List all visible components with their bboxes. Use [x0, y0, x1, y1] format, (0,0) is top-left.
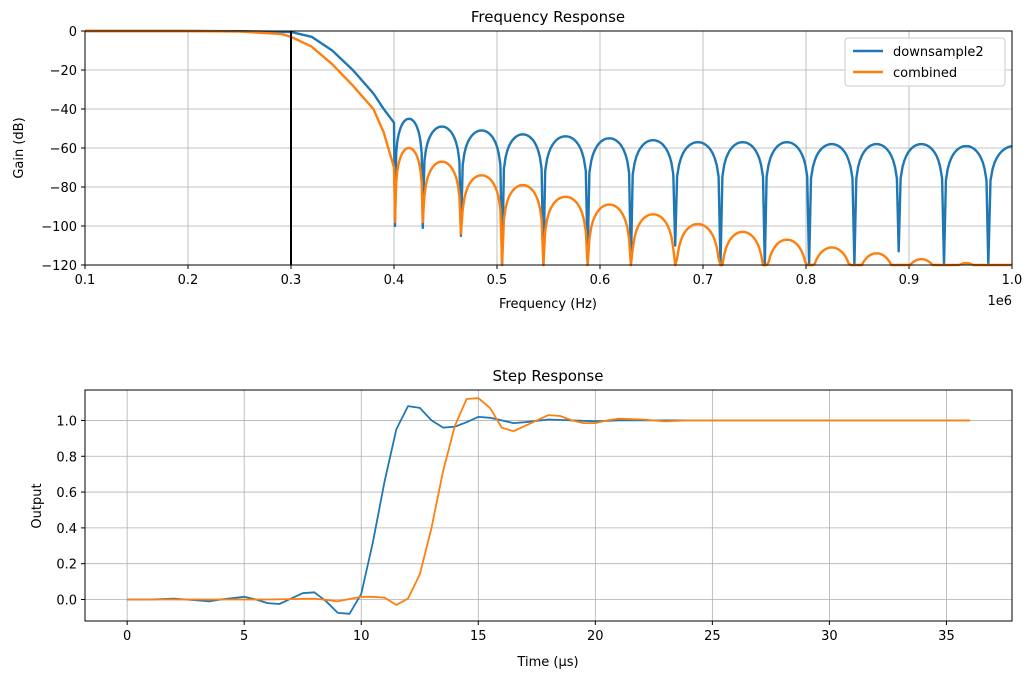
frequency-legend: downsample2 combined [844, 37, 1006, 87]
frequency-xlabel: Frequency (Hz) [499, 297, 597, 312]
step-tick-label-x-7: 35 [938, 629, 955, 644]
step-response-chart: Step Response 0 5 10 15 20 25 30 35 0.0 0.2 0.4 0.6… [30, 367, 1013, 670]
legend-box [844, 37, 1006, 87]
frequency-ylabel: Gain (dB) [12, 117, 27, 178]
step-tick-label-x-5: 25 [704, 629, 721, 644]
step-series-lines [127, 397, 970, 615]
frequency-tick-label-y-4: −80 [50, 181, 77, 196]
frequency-tick-label-x-7: 0.8 [796, 273, 817, 288]
step-plot-frame [84, 389, 1013, 622]
step-tick-label-x-6: 30 [821, 629, 838, 644]
frequency-tick-label-x-5: 0.6 [590, 273, 611, 288]
step-tick-label-y-1: 0.2 [56, 558, 77, 573]
step-xlabel: Time (µs) [516, 655, 578, 670]
frequency-tick-label-y-5: −100 [41, 220, 77, 235]
step-series-combined [127, 397, 970, 606]
step-grid [85, 390, 1012, 621]
frequency-tick-label-x-8: 0.9 [899, 273, 920, 288]
step-ylabel: Output [30, 483, 45, 528]
frequency-tick-label-x-9: 1.0 [1002, 273, 1023, 288]
frequency-tick-label-y-0: 0 [69, 25, 77, 40]
frequency-tick-label-y-1: −20 [50, 64, 77, 79]
frequency-tick-label-x-3: 0.4 [384, 273, 405, 288]
frequency-tick-label-x-1: 0.2 [178, 273, 199, 288]
legend-label-combined: combined [893, 66, 957, 81]
step-tick-label-y-5: 1.0 [56, 414, 77, 429]
frequency-response-chart: Frequency Response 0.1 0.2 0.3 0.4 0.5 0.6 0.7… [12, 8, 1022, 312]
step-tick-label-y-2: 0.4 [56, 522, 77, 537]
step-tick-label-x-2: 10 [353, 629, 370, 644]
step-tick-label-x-1: 5 [240, 629, 248, 644]
step-tick-label-x-4: 20 [587, 629, 604, 644]
step-response-title: Step Response [493, 367, 604, 385]
step-tick-label-x-0: 0 [123, 629, 131, 644]
frequency-tick-label-x-4: 0.5 [487, 273, 508, 288]
frequency-series-downsample2 [85, 29, 1013, 267]
frequency-x-scale-note: 1e6 [987, 294, 1012, 309]
step-tick-label-x-3: 15 [470, 629, 487, 644]
step-tick-label-y-4: 0.8 [56, 450, 77, 465]
step-tick-label-y-3: 0.6 [56, 486, 77, 501]
frequency-plot-frame [84, 30, 1013, 266]
step-tick-labels: 0 5 10 15 20 25 30 35 0.0 0.2 0.4 0.6 0.8 1.0 [56, 414, 954, 644]
step-tick-label-y-0: 0.0 [56, 594, 77, 609]
frequency-tick-label-y-2: −40 [50, 103, 77, 118]
frequency-tick-labels: 0.1 0.2 0.3 0.4 0.5 0.6 0.7 0.8 0.9 1.0 0 −20 −40 −60… [41, 25, 1022, 288]
frequency-tick-label-x-2: 0.3 [281, 273, 302, 288]
frequency-tick-label-y-6: −120 [41, 259, 77, 274]
frequency-response-title: Frequency Response [471, 8, 625, 26]
frequency-tick-label-x-0: 0.1 [75, 273, 96, 288]
legend-label-downsample2: downsample2 [893, 45, 984, 60]
frequency-tick-label-x-6: 0.7 [693, 273, 714, 288]
frequency-tick-label-y-3: −60 [50, 142, 77, 157]
